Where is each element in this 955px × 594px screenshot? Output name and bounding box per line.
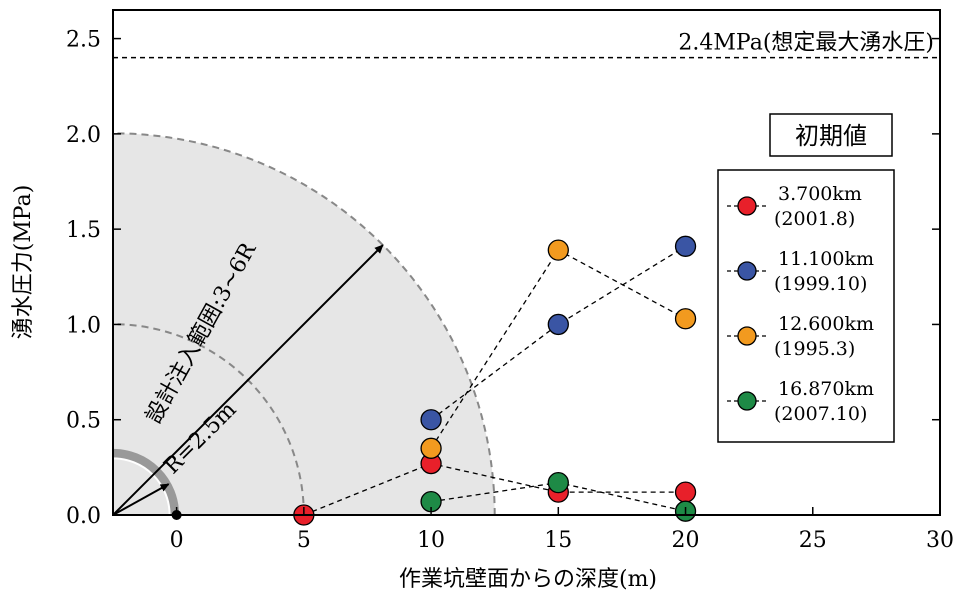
legend-label: 12.600km <box>778 313 874 335</box>
legend-title-box <box>769 113 893 157</box>
legend-label: 16.870km <box>778 378 874 400</box>
radius-arrow <box>112 483 170 516</box>
reference-line-label: 2.4MPa(想定最大湧水圧) <box>678 31 934 56</box>
legend-label: 3.700km <box>778 183 862 205</box>
x-tick-label: 20 <box>672 528 700 553</box>
series-3 <box>420 239 697 459</box>
legend-entry: 11.100km (1999.10) <box>727 248 874 295</box>
x-axis-title: 作業坑壁面からの深度(m) <box>399 567 657 592</box>
data-point <box>674 481 697 503</box>
data-point <box>547 313 569 336</box>
injection-range-arrow <box>112 244 384 516</box>
y-tick-label: 1.5 <box>66 218 101 243</box>
legend-marker <box>737 261 757 281</box>
legend-entry: 12.600km (1995.3) <box>727 313 874 360</box>
legend-sublabel: (1995.3) <box>774 338 855 360</box>
outer-range-arc <box>113 132 496 515</box>
x-tick-label: 25 <box>799 528 827 553</box>
y-tick-label: 2.0 <box>66 123 101 148</box>
legend: 初期値 3.700km (2001.8) 11.100km (1999.10) 12.60… <box>717 113 895 443</box>
y-tick-label: 2.5 <box>66 28 101 53</box>
y-tick-label: 0.5 <box>66 409 101 434</box>
legend-sublabel: (2001.8) <box>774 208 855 230</box>
x-tick-label: 0 <box>170 528 184 553</box>
data-point <box>420 409 442 431</box>
x-tick-label: 15 <box>544 528 572 553</box>
data-point <box>674 235 697 257</box>
x-tick-label: 30 <box>926 528 954 553</box>
data-point <box>547 239 569 261</box>
legend-marker <box>737 326 757 346</box>
data-point <box>674 308 697 330</box>
y-tick-label: 0.0 <box>66 504 101 529</box>
legend-marker <box>737 391 757 411</box>
data-point <box>547 471 569 494</box>
axis-ticks: 0 5 10 15 20 25 30 0.0 0.5 1.0 1.5 2.0 2.5 <box>66 28 954 553</box>
x-tick-label: 10 <box>417 528 445 553</box>
legend-label: 11.100km <box>778 248 874 270</box>
legend-sublabel: (2007.10) <box>774 403 867 425</box>
x-tick-label: 5 <box>297 528 311 553</box>
legend-sublabel: (1999.10) <box>774 273 867 295</box>
series-layer <box>293 235 697 526</box>
y-tick-label: 1.0 <box>66 313 101 338</box>
legend-title: 初期値 <box>795 122 867 150</box>
plot-frame <box>112 9 941 516</box>
data-point <box>420 437 442 459</box>
y-axis-title: 湧水圧力(MPa) <box>11 185 36 340</box>
legend-marker <box>737 196 757 216</box>
legend-entry: 16.870km (2007.10) <box>727 378 874 425</box>
legend-entry: 3.700km (2001.8) <box>727 183 862 230</box>
series-2 <box>420 235 697 431</box>
series-line <box>303 462 686 516</box>
